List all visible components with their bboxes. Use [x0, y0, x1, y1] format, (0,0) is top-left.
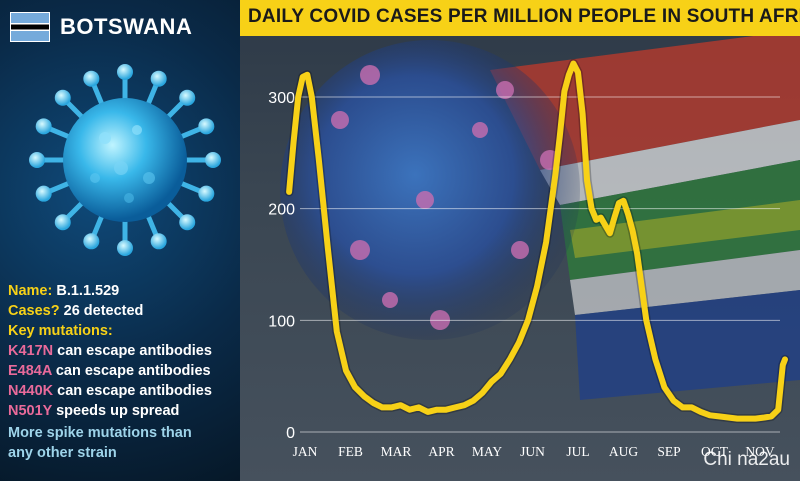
name-label: Name:: [8, 283, 53, 299]
key-mutations-heading: Key mutations:: [8, 323, 113, 339]
y-tick-label: 100: [268, 313, 295, 330]
x-tick-label: SEP: [657, 444, 680, 459]
mutation-row: N501Y speeds up spread: [8, 402, 179, 420]
line-chart: 0 100 200 300 JAN FEB MAR APR MAY JUN JUL AUG SEP OC…: [268, 59, 790, 459]
spike-note-line2: any other strain: [8, 445, 117, 461]
x-tick-label: AUG: [609, 444, 638, 459]
mutation-row: N440K can escape antibodies: [8, 382, 212, 400]
name-row: Name: B.1.1.529: [8, 282, 119, 300]
mutation-effect: can escape antibodies: [57, 343, 212, 359]
mutation-effect: can escape antibodies: [57, 383, 212, 399]
x-tick-label: FEB: [338, 444, 363, 459]
chart-title-bar: DAILY COVID CASES PER MILLION PEOPLE IN …: [240, 0, 800, 36]
mutation-code: E484A: [8, 363, 52, 379]
country-title: BOTSWANA: [60, 14, 193, 39]
botswana-flag-icon: [10, 12, 50, 42]
x-tick-label: JAN: [293, 444, 318, 459]
mutation-code: N501Y: [8, 403, 53, 419]
series-line-shadow: [284, 59, 790, 424]
x-tick-label: NOV: [745, 444, 774, 459]
series-line: [286, 60, 788, 422]
y-tick-label: 300: [268, 90, 295, 107]
mutation-row: K417N can escape antibodies: [8, 342, 212, 360]
x-tick-label: APR: [428, 444, 454, 459]
flag-background: [280, 30, 800, 400]
spike-note-line1: More spike mutations than: [8, 425, 192, 441]
watermark: Chi na2au: [703, 449, 790, 470]
x-tick-label: MAY: [472, 444, 503, 459]
x-tick-label: OCT: [701, 444, 729, 459]
coronavirus-icon: [29, 64, 221, 256]
chart-panel: DAILY COVID CASES PER MILLION PEOPLE IN …: [240, 0, 800, 481]
cases-label: Cases?: [8, 303, 60, 319]
mutation-row: E484A can escape antibodies: [8, 362, 211, 380]
x-tick-label: JUN: [520, 444, 545, 459]
mutation-code: K417N: [8, 343, 54, 359]
virus-background-icon: [280, 40, 580, 340]
y-tick-label: 0: [286, 425, 295, 442]
mutation-effect: speeds up spread: [56, 403, 180, 419]
y-tick-label: 200: [268, 202, 295, 219]
x-tick-label: MAR: [381, 444, 412, 459]
name-value: B.1.1.529: [56, 283, 120, 299]
chart-title: DAILY COVID CASES PER MILLION PEOPLE IN …: [248, 6, 800, 27]
mutation-effect: can escape antibodies: [55, 363, 211, 379]
x-tick-label: JUL: [566, 444, 589, 459]
info-panel: BOTSWANA Name: B.1.1.529 Cases? 26 detec…: [0, 0, 240, 481]
cases-value: 26 detected: [63, 303, 144, 319]
mutation-code: N440K: [8, 383, 54, 399]
cases-row: Cases? 26 detected: [8, 302, 143, 320]
